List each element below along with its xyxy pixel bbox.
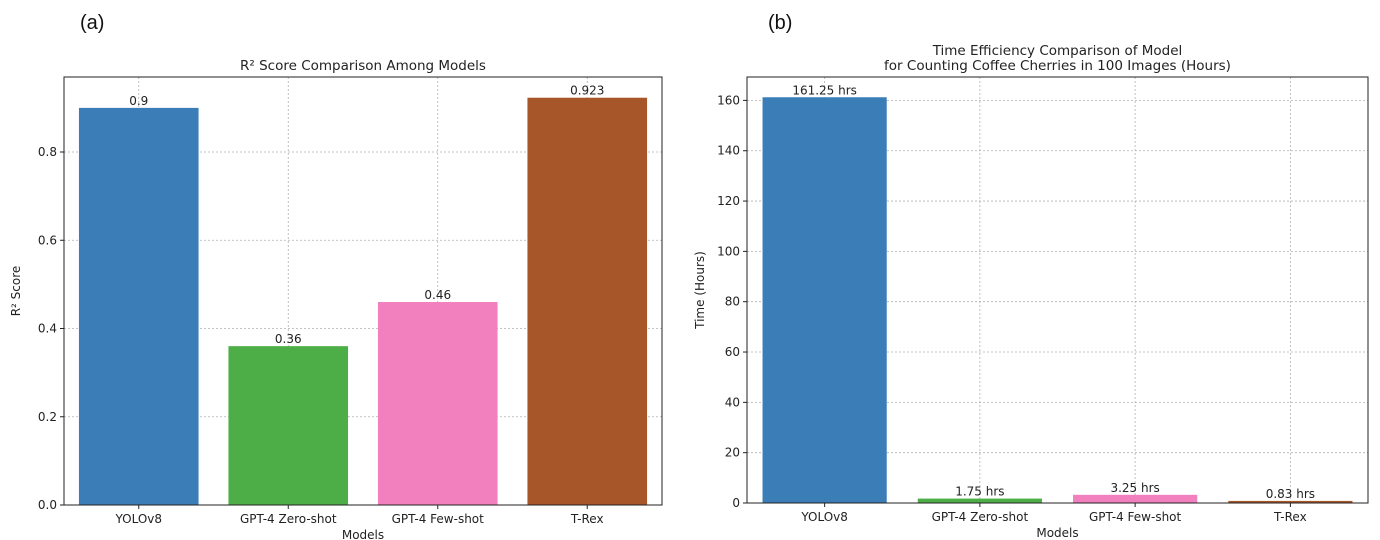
chart2-title-line-0: Time Efficiency Comparison of Model — [932, 43, 1183, 59]
chart1-bar-0 — [78, 107, 199, 505]
chart2-ytick-label-8: 160 — [717, 93, 740, 107]
r2-score-chart: 0.9 0.36 0.46 0.923 0.0 0.2 0.4 0.6 0.8 YOLOv8 GPT… — [9, 58, 663, 540]
chart2-bar-0 — [762, 97, 887, 503]
chart2-ytick-label-2: 40 — [725, 395, 740, 409]
chart2-ytick-label-1: 20 — [725, 446, 740, 460]
chart1-xtick-label-1: GPT-4 Zero-shot — [240, 512, 337, 526]
chart2-ytick-label-5: 100 — [717, 244, 740, 258]
chart1-title-line-0: R² Score Comparison Among Models — [240, 58, 486, 74]
chart2-xtick-label-3: T-Rex — [1273, 510, 1307, 524]
chart2-ytick-label-0: 0 — [732, 496, 740, 510]
chart2-ylabel: Time (Hours) — [693, 251, 707, 330]
chart1-xlabel: Models — [342, 528, 384, 540]
chart2-xtick-label-1: GPT-4 Zero-shot — [932, 510, 1029, 524]
chart2-data-label-3: 0.83 hrs — [1266, 487, 1315, 501]
chart1-bar-3 — [527, 97, 648, 505]
chart2-bar-3 — [1228, 500, 1353, 503]
chart2-frame — [746, 76, 1369, 504]
chart2-xlabel: Models — [1036, 526, 1078, 540]
chart1-xtick-label-0: YOLOv8 — [114, 512, 162, 526]
chart1-ytick-label-1: 0.2 — [38, 410, 57, 424]
panel-b-label: (b) — [768, 12, 793, 34]
chart1-ytick-label-3: 0.6 — [38, 233, 57, 247]
chart2-ytick-label-4: 80 — [725, 295, 740, 309]
chart2-data-label-0: 161.25 hrs — [792, 83, 857, 97]
chart1-data-label-0: 0.9 — [129, 94, 148, 108]
chart2-data-label-1: 1.75 hrs — [955, 485, 1004, 499]
chart1-ylabel: R² Score — [9, 266, 23, 317]
chart2-bar-1 — [917, 498, 1042, 503]
chart1-data-label-3: 0.923 — [570, 84, 604, 98]
chart2-ytick-label-7: 140 — [717, 144, 740, 158]
chart1-data-label-2: 0.46 — [424, 288, 451, 302]
panel-a-label: (a) — [80, 12, 105, 34]
chart1-ytick-label-2: 0.4 — [38, 322, 57, 336]
chart1-data-label-1: 0.36 — [275, 332, 302, 346]
chart1-frame — [63, 76, 663, 506]
chart1-ytick-label-0: 0.0 — [38, 498, 57, 512]
chart1-bar-1 — [228, 346, 349, 505]
chart2-bar-2 — [1073, 494, 1198, 503]
chart1-xtick-label-3: T-Rex — [570, 512, 604, 526]
chart1-bar-2 — [377, 302, 498, 505]
chart2-title-line-1: for Counting Coffee Cherries in 100 Imag… — [884, 58, 1231, 74]
chart1-xtick-label-2: GPT-4 Few-shot — [392, 512, 485, 526]
chart1-ytick-label-4: 0.8 — [38, 145, 57, 159]
chart2-data-label-2: 3.25 hrs — [1110, 481, 1159, 495]
chart2-xtick-label-0: YOLOv8 — [800, 510, 848, 524]
chart2-ytick-label-3: 60 — [725, 345, 740, 359]
chart2-xtick-label-2: GPT-4 Few-shot — [1089, 510, 1182, 524]
chart2-ytick-label-6: 120 — [717, 194, 740, 208]
